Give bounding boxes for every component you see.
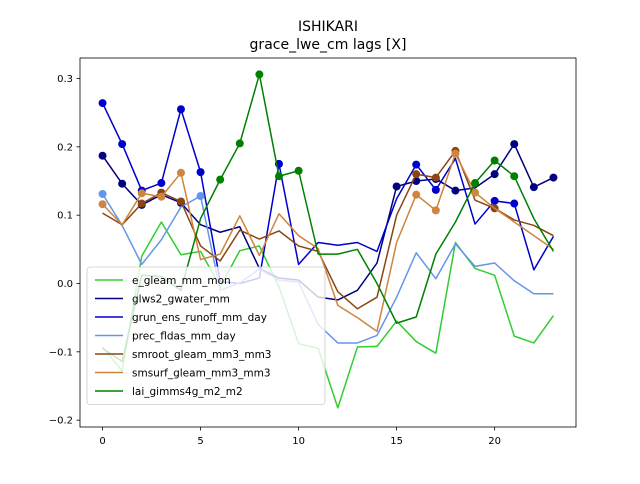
- series-prec_fldas_mm_day: [98, 189, 554, 344]
- y-tick-label: 0.0: [57, 279, 73, 290]
- data-point: [137, 199, 146, 208]
- data-point: [412, 190, 421, 199]
- y-tick-label: −0.2: [49, 416, 73, 427]
- chart-title: ISHIKARI: [298, 19, 358, 35]
- y-tick-label: 0.2: [57, 142, 73, 153]
- x-tick-label: 5: [197, 436, 203, 447]
- data-point: [510, 172, 519, 181]
- legend-label: smroot_gleam_mm3_mm3: [132, 349, 271, 361]
- data-point: [451, 186, 460, 195]
- y-tick-label: −0.1: [49, 347, 73, 358]
- data-point: [294, 166, 303, 175]
- chart-subtitle: grace_lwe_cm lags [X]: [250, 37, 407, 53]
- data-point: [235, 139, 244, 148]
- series-grun_ens_runoff_mm_day: [98, 99, 555, 285]
- legend-box: [86, 266, 326, 405]
- data-point: [176, 105, 185, 114]
- y-tick-label: 0.3: [57, 74, 73, 85]
- data-point: [274, 172, 283, 181]
- data-point: [471, 188, 480, 197]
- legend-label: glws2_gwater_mm: [132, 294, 230, 306]
- data-point: [176, 168, 185, 177]
- data-point: [412, 170, 421, 179]
- legend-label: smsurf_gleam_mm3_mm3: [132, 368, 271, 380]
- data-point: [471, 179, 480, 188]
- data-point: [196, 192, 205, 201]
- y-tick-label: 0.1: [57, 211, 73, 222]
- data-point: [490, 196, 499, 205]
- data-point: [157, 192, 166, 201]
- legend-label: prec_fldas_mm_day: [132, 331, 236, 343]
- data-point: [98, 200, 107, 209]
- data-point: [216, 175, 225, 184]
- x-tick-label: 15: [390, 436, 403, 447]
- series-smsurf_gleam_mm3_mm3: [98, 149, 554, 333]
- series-line: [101, 193, 554, 344]
- data-point: [157, 179, 166, 188]
- legend: e_gleam_mm_mon glws2_gwater_mm grun_ens_ru…: [86, 266, 326, 405]
- data-point: [176, 197, 185, 206]
- data-point: [431, 185, 440, 194]
- data-point: [490, 156, 499, 165]
- data-point: [451, 149, 460, 158]
- data-point: [412, 160, 421, 169]
- data-point: [529, 183, 538, 192]
- series-line: [102, 152, 554, 333]
- x-tick-label: 0: [99, 436, 105, 447]
- series-e_gleam_mm_mon: [101, 221, 555, 409]
- plot-frame: [79, 57, 577, 428]
- data-point: [118, 140, 127, 149]
- data-point: [118, 179, 127, 188]
- series-line: [101, 102, 555, 285]
- data-point: [196, 168, 205, 177]
- data-point: [510, 140, 519, 149]
- data-point: [431, 206, 440, 215]
- x-tick-label: 20: [488, 436, 501, 447]
- data-point: [431, 173, 440, 182]
- series-line: [101, 221, 555, 409]
- legend-label: e_gleam_mm_mon: [132, 275, 231, 287]
- data-point: [98, 151, 107, 160]
- data-point: [490, 170, 499, 179]
- data-point: [549, 173, 558, 182]
- data-point: [510, 199, 519, 208]
- legend-label: grun_ens_runoff_mm_day: [132, 312, 267, 324]
- legend-label: lai_gimms4g_m2_m2: [132, 386, 243, 398]
- x-tick-label: 10: [292, 436, 305, 447]
- data-point: [98, 189, 107, 198]
- data-point: [392, 182, 401, 191]
- axes-layer: 0 5 10 15 20 −0.2 −0.1 0.0 0.1 0.2 0.3: [49, 57, 577, 447]
- data-point: [137, 189, 146, 198]
- data-point: [255, 70, 264, 79]
- data-point: [98, 99, 107, 108]
